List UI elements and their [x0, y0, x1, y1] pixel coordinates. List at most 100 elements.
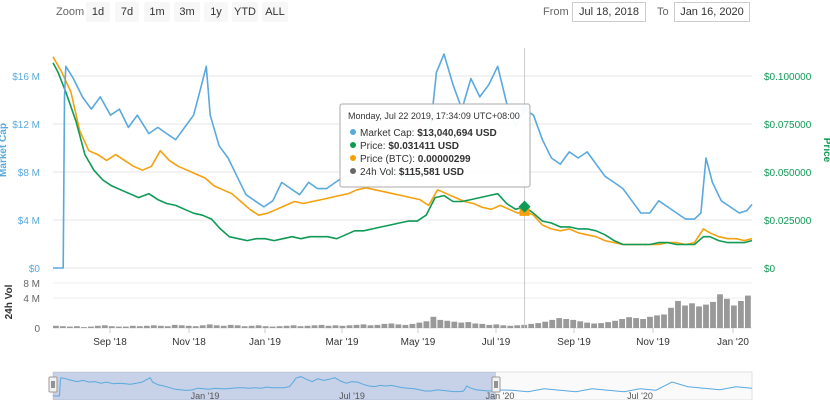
volume-bar[interactable]: [745, 295, 751, 328]
volume-bar[interactable]: [101, 325, 108, 328]
from-date-input[interactable]: [572, 2, 646, 22]
volume-bar[interactable]: [514, 325, 521, 328]
volume-bar[interactable]: [206, 324, 213, 328]
volume-bar[interactable]: [549, 319, 556, 328]
volume-bar[interactable]: [423, 321, 430, 329]
volume-bar[interactable]: [647, 316, 653, 329]
volume-bar[interactable]: [60, 326, 66, 328]
volume-bar[interactable]: [178, 325, 185, 328]
volume-bar[interactable]: [528, 323, 535, 328]
volume-bar[interactable]: [115, 326, 122, 328]
volume-bar[interactable]: [325, 325, 332, 329]
volume-bar[interactable]: [395, 324, 402, 328]
volume-bar[interactable]: [542, 321, 549, 328]
volume-bar[interactable]: [143, 325, 150, 329]
volume-bar[interactable]: [612, 320, 618, 328]
volume-bar[interactable]: [318, 324, 325, 328]
volume-bar[interactable]: [640, 319, 646, 328]
zoom-all-button[interactable]: ALL: [262, 2, 288, 22]
volume-bar[interactable]: [67, 326, 73, 328]
volume-bar[interactable]: [304, 325, 311, 329]
volume-bar[interactable]: [486, 324, 493, 328]
volume-bar[interactable]: [255, 325, 262, 328]
volume-bar[interactable]: [556, 318, 563, 328]
volume-bar[interactable]: [696, 306, 702, 328]
volume-bar[interactable]: [276, 326, 283, 328]
volume-bar[interactable]: [682, 305, 688, 329]
volume-bar[interactable]: [311, 325, 318, 328]
volume-bar[interactable]: [458, 322, 465, 328]
volume-bar[interactable]: [430, 316, 437, 329]
navigator-right-handle[interactable]: [491, 376, 501, 393]
volume-bar[interactable]: [283, 325, 290, 329]
volume-bar[interactable]: [717, 294, 723, 329]
volume-bar[interactable]: [332, 325, 339, 328]
volume-bar[interactable]: [724, 298, 730, 329]
volume-bar[interactable]: [465, 322, 472, 328]
volume-bar[interactable]: [493, 324, 500, 328]
volume-bar[interactable]: [402, 324, 409, 328]
volume-bar[interactable]: [262, 326, 269, 328]
navigator-selection[interactable]: [53, 372, 496, 400]
volume-bar[interactable]: [346, 325, 353, 328]
volume-bar[interactable]: [710, 301, 716, 328]
volume-bar[interactable]: [122, 326, 129, 328]
volume-bar[interactable]: [563, 319, 570, 328]
volume-bar[interactable]: [703, 304, 709, 328]
zoom-3m-button[interactable]: 3m: [174, 2, 200, 22]
volume-bar[interactable]: [584, 322, 590, 328]
volume-bar[interactable]: [150, 325, 157, 328]
volume-bar[interactable]: [81, 327, 87, 328]
volume-bar[interactable]: [241, 326, 248, 328]
volume-bar[interactable]: [619, 319, 625, 328]
volume-bar[interactable]: [689, 303, 695, 329]
volume-bar[interactable]: [269, 326, 276, 328]
volume-bar[interactable]: [570, 319, 577, 328]
volume-bar[interactable]: [53, 325, 59, 329]
volume-bar[interactable]: [388, 323, 395, 329]
volume-bar[interactable]: [479, 323, 486, 328]
volume-bar[interactable]: [88, 326, 94, 328]
to-date-input[interactable]: [674, 2, 750, 22]
volume-bar[interactable]: [654, 315, 660, 328]
zoom-1y-button[interactable]: 1y: [204, 2, 228, 22]
volume-bar[interactable]: [444, 320, 451, 328]
volume-bar[interactable]: [577, 321, 584, 329]
volume-bar[interactable]: [416, 322, 423, 328]
navigator-left-handle[interactable]: [48, 376, 58, 393]
volume-bar[interactable]: [633, 318, 639, 328]
volume-bar[interactable]: [535, 323, 542, 328]
volume-bar[interactable]: [234, 325, 241, 328]
volume-bar[interactable]: [227, 324, 234, 328]
volume-bar[interactable]: [451, 321, 458, 328]
volume-bar[interactable]: [731, 305, 737, 329]
volume-bar[interactable]: [360, 324, 367, 328]
zoom-1m-button[interactable]: 1m: [144, 2, 170, 22]
volume-bar[interactable]: [661, 314, 667, 329]
volume-bar[interactable]: [437, 319, 444, 328]
volume-bar[interactable]: [367, 325, 374, 328]
volume-bar[interactable]: [675, 301, 681, 328]
price-line[interactable]: [52, 62, 753, 246]
volume-bar[interactable]: [164, 326, 171, 328]
volume-bar[interactable]: [74, 326, 80, 328]
volume-bar[interactable]: [353, 324, 360, 328]
volume-bar[interactable]: [290, 325, 297, 328]
zoom-ytd-button[interactable]: YTD: [232, 2, 258, 22]
volume-bar[interactable]: [94, 325, 101, 329]
volume-bar[interactable]: [297, 326, 304, 328]
volume-bar[interactable]: [171, 324, 178, 328]
volume-bar[interactable]: [185, 325, 192, 329]
volume-bar[interactable]: [738, 301, 744, 328]
volume-bar[interactable]: [409, 323, 416, 328]
volume-bar[interactable]: [507, 325, 514, 329]
volume-bar[interactable]: [605, 322, 611, 328]
zoom-1d-button[interactable]: 1d: [86, 2, 110, 22]
volume-bar[interactable]: [374, 324, 381, 328]
volume-bar[interactable]: [199, 325, 206, 328]
volume-bar[interactable]: [157, 325, 164, 329]
volume-bar[interactable]: [500, 325, 507, 328]
volume-bar[interactable]: [626, 317, 632, 328]
volume-bar[interactable]: [472, 323, 479, 329]
